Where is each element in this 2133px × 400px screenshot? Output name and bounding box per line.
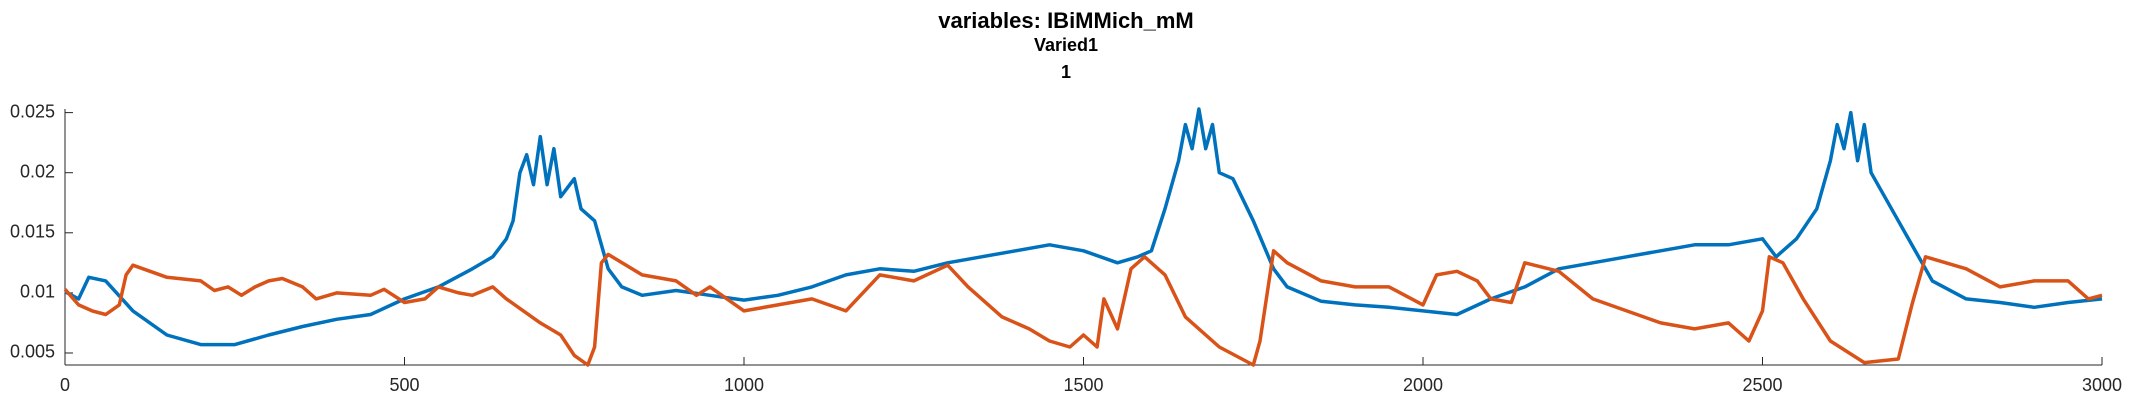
x-tick-label: 2500 [1742,375,1782,395]
chart-title: variables: IBiMMich_mM [938,8,1194,33]
y-tick-label: 0.02 [20,161,55,181]
x-tick-label: 3000 [2082,375,2122,395]
x-tick-label: 1500 [1063,375,1103,395]
x-tick-label: 1000 [724,375,764,395]
x-tick-label: 2000 [1403,375,1443,395]
x-tick-label: 0 [60,375,70,395]
chart-subtitle: 1 [1061,62,1071,82]
x-tick-label: 500 [389,375,419,395]
y-tick-label: 0.005 [10,342,55,362]
line-series [64,107,2103,347]
y-tick-label: 0.015 [10,222,55,242]
chart-subtitle: Varied1 [1034,35,1098,55]
y-tick-label: 0.01 [20,282,55,302]
y-tick-label: 0.025 [10,101,55,121]
line-series [63,249,2103,367]
